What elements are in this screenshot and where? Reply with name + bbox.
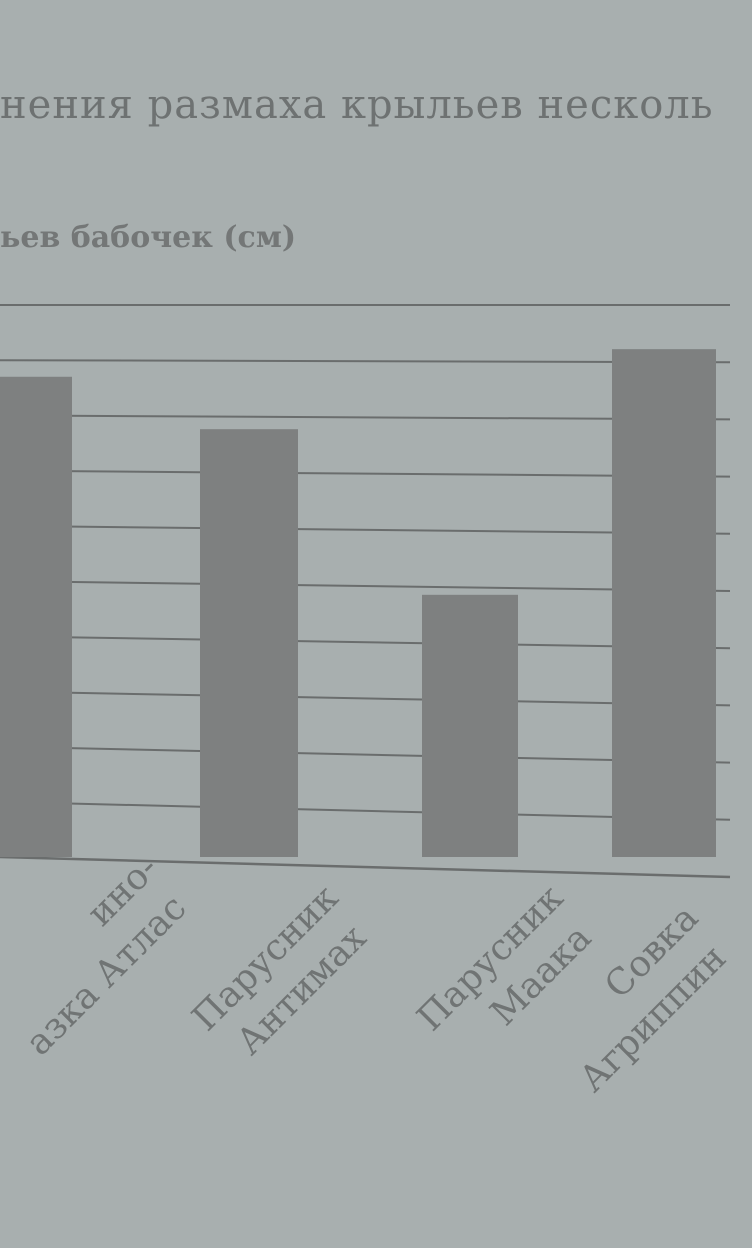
- gridline: [0, 800, 731, 821]
- bar: [200, 429, 298, 857]
- bar: [0, 376, 72, 857]
- gridline: [0, 745, 731, 764]
- gridline: [0, 690, 731, 707]
- gridline: [0, 469, 731, 478]
- gridline: [0, 855, 731, 879]
- gridline: [0, 524, 731, 535]
- bar: [612, 349, 716, 857]
- chart-title-line-1: нения размаха крыльев несколь: [0, 82, 714, 128]
- gridline: [0, 580, 731, 592]
- gridline: [0, 635, 731, 650]
- bar: [422, 594, 518, 857]
- gridline: [0, 359, 731, 364]
- chart-title: ьев бабочек (см): [0, 220, 297, 255]
- gridline: [0, 414, 731, 421]
